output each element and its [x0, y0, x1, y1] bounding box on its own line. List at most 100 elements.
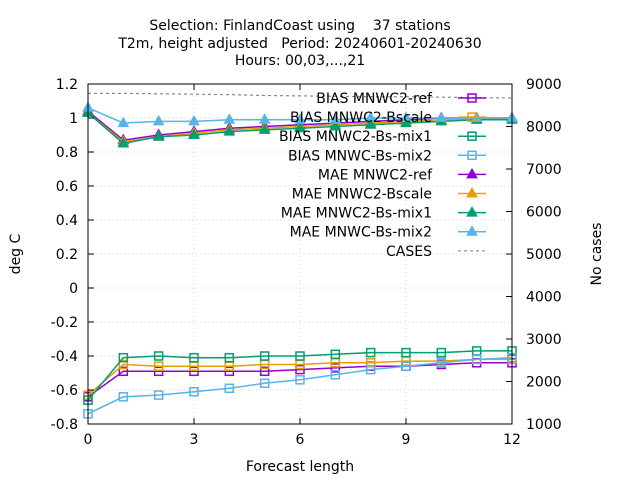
data-point — [295, 364, 305, 375]
data-point — [401, 361, 411, 371]
legend-swatch-marker — [467, 112, 477, 122]
data-point — [224, 352, 235, 363]
x-axis-label: Forecast length — [246, 459, 354, 475]
data-point — [118, 359, 129, 370]
series-line — [87, 358, 512, 396]
y-tick-label: 0.4 — [56, 213, 78, 229]
series-cases — [88, 92, 513, 99]
data-point — [330, 349, 341, 360]
x-tick-label: 12 — [503, 432, 521, 448]
series-mae-mnwc-bs-mix2 — [82, 101, 518, 128]
x-tick-label: 0 — [84, 432, 93, 448]
legend-label: BIAS MNWC2-Bs-mix1 — [279, 129, 432, 145]
series-line — [87, 350, 512, 401]
data-point — [294, 113, 306, 124]
x-tick-label: 3 — [190, 432, 199, 448]
y-tick-label: -0.8 — [51, 417, 78, 433]
data-point — [258, 123, 271, 134]
legend-swatch-marker — [467, 150, 477, 161]
data-point — [294, 121, 306, 133]
y2-tick-label: 5000 — [526, 247, 562, 263]
data-point — [364, 111, 377, 122]
legend-label: BIAS MNWC2-Bscale — [290, 110, 432, 126]
legend-label: MAE MNWC-Bs-mix2 — [290, 225, 432, 241]
legend-swatch-marker — [466, 225, 478, 236]
y2-axis-label: No cases — [589, 223, 605, 286]
legend-label: MAE MNWC2-Bscale — [292, 187, 432, 203]
data-point — [400, 116, 412, 128]
data-point — [259, 351, 270, 361]
data-point — [365, 364, 376, 375]
data-point — [259, 366, 270, 377]
data-point — [330, 363, 341, 373]
y-tick-label: 1 — [69, 111, 78, 127]
series-bias-mnwc-bs-mix2 — [83, 352, 517, 419]
chart-title: Selection: FinlandCoast using 37 station… — [117, 18, 481, 69]
data-point — [118, 392, 129, 402]
y2-tick-label: 9000 — [526, 77, 562, 93]
data-point — [259, 378, 270, 388]
legend: BIAS MNWC2-ref BIAS MNWC2-Bscale BIAS MNWC… — [279, 91, 486, 260]
legend-swatch-marker — [466, 167, 478, 179]
data-point — [153, 351, 164, 361]
data-point — [118, 352, 129, 363]
data-point — [435, 111, 448, 122]
data-point — [365, 358, 376, 368]
data-point — [330, 369, 341, 380]
y2-tick-label: 3000 — [526, 332, 562, 348]
data-point — [400, 111, 412, 122]
legend-swatch-marker — [467, 131, 477, 141]
y-axis-label: deg C — [8, 233, 24, 274]
data-point — [153, 390, 164, 400]
title-line-1: Selection: FinlandCoast using 37 station… — [149, 18, 450, 34]
series-line — [88, 92, 513, 99]
y-tick-label: 0 — [69, 281, 78, 297]
plot-series — [82, 92, 518, 419]
data-point — [436, 358, 447, 368]
legend-label: BIAS MNWC2-ref — [316, 91, 433, 107]
data-point — [224, 366, 235, 377]
legend-swatch-marker — [467, 93, 477, 103]
data-point — [329, 113, 342, 124]
x-tick-label: 9 — [402, 432, 411, 448]
y-tick-label: -0.2 — [51, 315, 78, 331]
data-point — [153, 361, 164, 371]
y-tick-label: 1.2 — [56, 77, 78, 93]
data-point — [189, 352, 199, 363]
legend-label: BIAS MNWC-Bs-mix2 — [288, 148, 432, 164]
data-point — [295, 351, 305, 361]
data-point — [152, 130, 165, 141]
title-line-2: T2m, height adjusted Period: 20240601-20… — [117, 36, 481, 52]
data-point — [364, 118, 377, 129]
data-point — [295, 375, 305, 385]
data-point — [365, 347, 376, 358]
data-point — [117, 136, 130, 148]
data-point — [117, 116, 130, 128]
y-tick-label: -0.4 — [51, 349, 78, 365]
legend-swatch-marker — [466, 186, 478, 198]
axis-ticks: 0 3 6 9 12 -0.8 -0.6 -0.4 -0.2 0 0.2 0.4 0.6 0.8 1 1.2 1… — [51, 77, 562, 448]
data-point — [189, 386, 199, 397]
data-point — [153, 366, 164, 377]
data-point — [471, 354, 482, 365]
data-point — [436, 347, 447, 358]
data-point — [152, 114, 165, 126]
data-point — [118, 366, 129, 377]
y2-tick-label: 4000 — [526, 290, 562, 306]
legend-label: MAE MNWC2-ref — [318, 167, 433, 183]
y-tick-label: -0.6 — [51, 383, 78, 399]
data-point — [401, 347, 411, 358]
legend-label: CASES — [386, 244, 432, 260]
y2-tick-label: 7000 — [526, 162, 562, 178]
data-point — [189, 366, 199, 377]
data-point — [223, 113, 236, 124]
data-point — [188, 114, 200, 126]
data-point — [223, 125, 236, 136]
y2-tick-label: 8000 — [526, 120, 562, 136]
y2-tick-label: 2000 — [526, 375, 562, 391]
y2-tick-label: 1000 — [526, 417, 562, 433]
y-tick-label: 0.8 — [56, 145, 78, 161]
y-tick-label: 0.2 — [56, 247, 78, 263]
data-point — [224, 383, 235, 394]
